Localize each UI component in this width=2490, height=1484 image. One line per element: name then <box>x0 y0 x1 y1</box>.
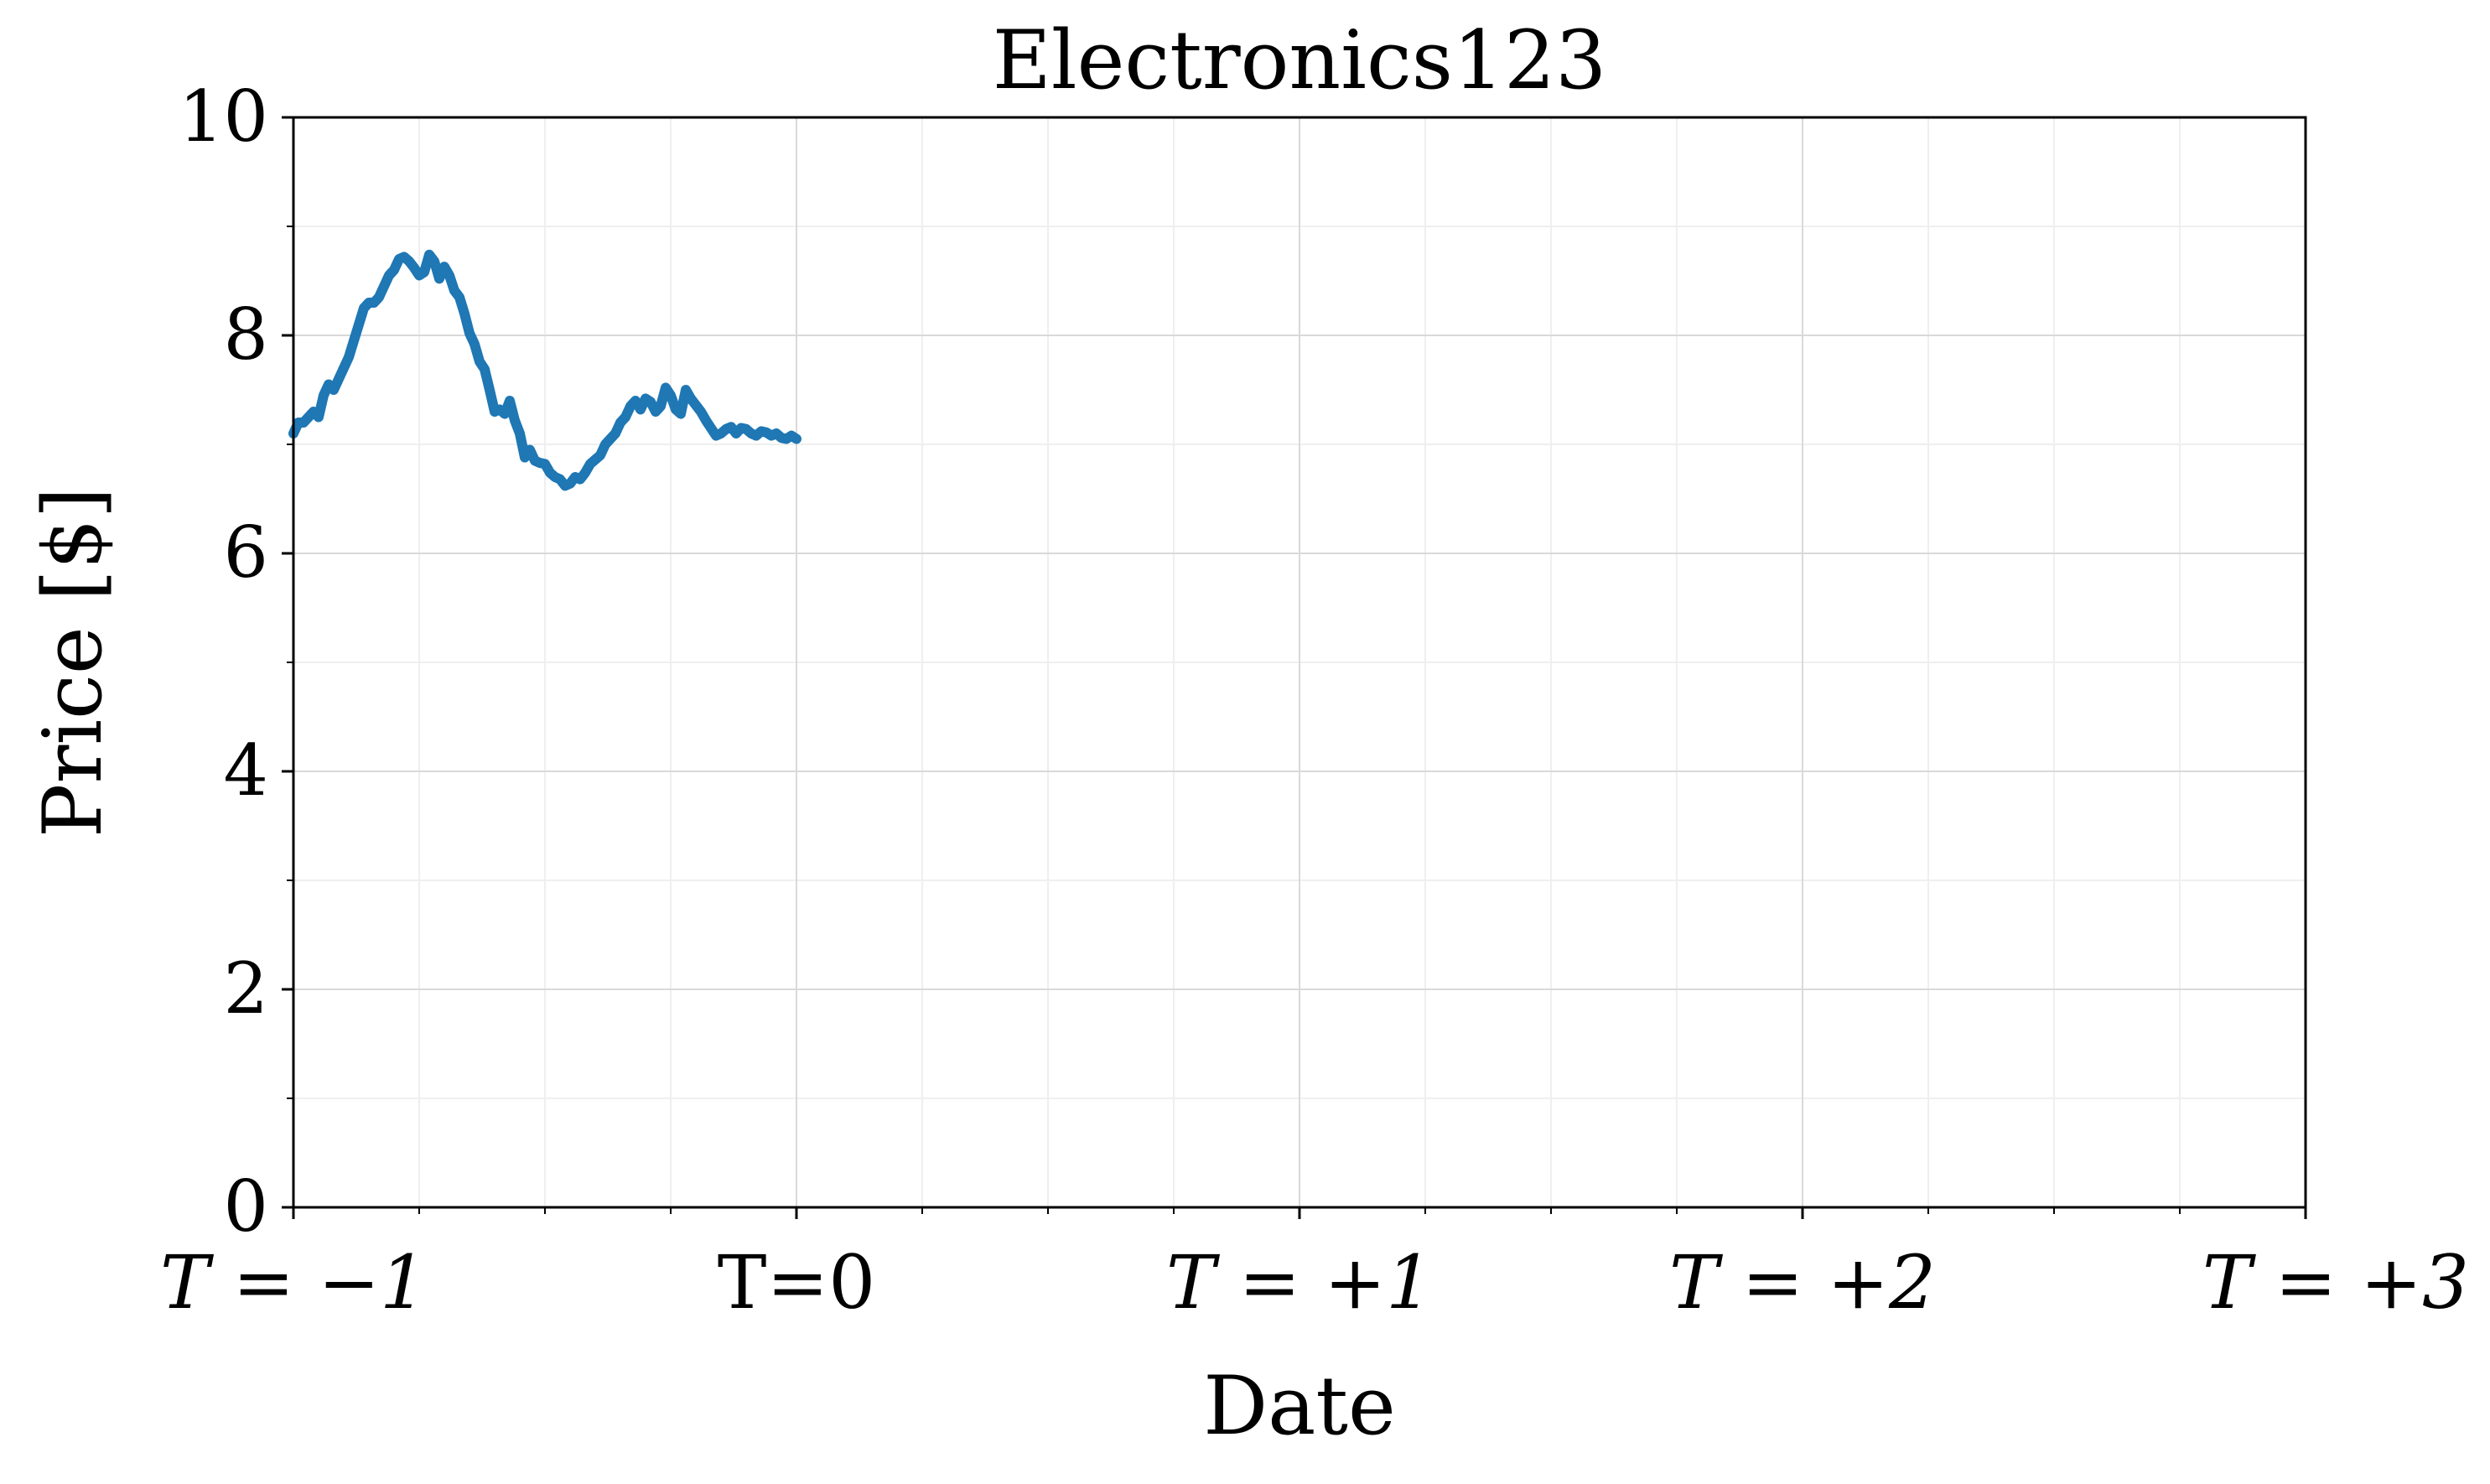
x-axis-label: Date <box>1203 1359 1396 1453</box>
y-tick-label: 2 <box>224 947 268 1030</box>
labels-layer: Electronics123 Date Price [$] <box>26 13 1606 1453</box>
y-tick-label: 4 <box>224 729 268 812</box>
x-tick-label: T = −1 <box>160 1239 427 1326</box>
y-tick-label: 8 <box>224 293 268 376</box>
y-tick-label: 10 <box>179 75 268 158</box>
series-layer <box>288 249 801 491</box>
y-tick-label: 0 <box>224 1165 268 1248</box>
price-series-line <box>288 249 801 491</box>
x-tick-label: T = +2 <box>1669 1239 1936 1326</box>
x-tick-label: T=0 <box>718 1239 875 1326</box>
grid-layer <box>293 117 2306 1208</box>
y-tick-label: 6 <box>224 511 268 594</box>
y-axis-label: Price [$] <box>26 487 120 838</box>
x-tick-label: T = +1 <box>1166 1239 1433 1326</box>
ticks-layer: 0 2 4 6 8 10 T = −1 T=0 T = +1 T = +2 T = +3 <box>160 75 2469 1326</box>
chart-title: Electronics123 <box>993 13 1606 107</box>
x-tick-label: T = +3 <box>2202 1239 2469 1326</box>
